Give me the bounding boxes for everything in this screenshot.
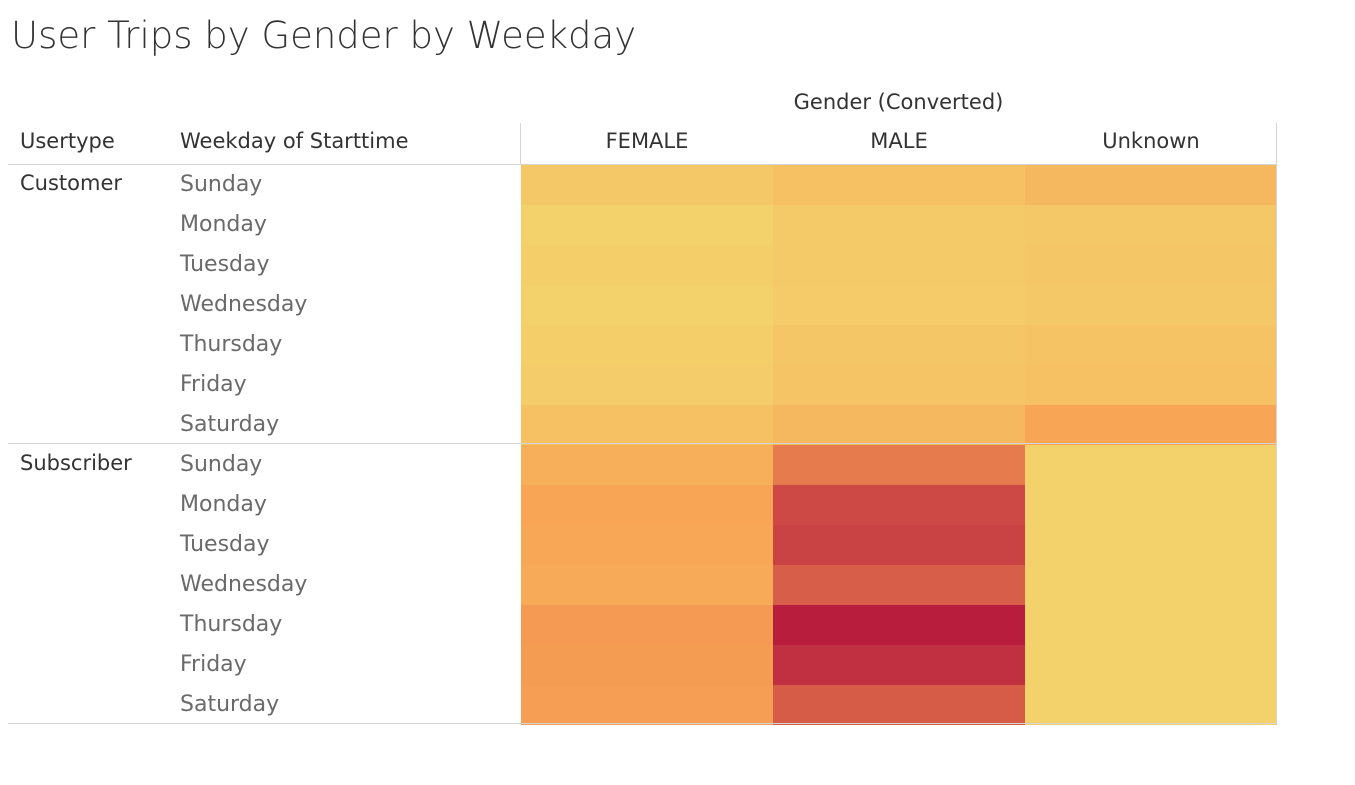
heatmap-cell-customer-wednesday-unknown[interactable]	[1025, 285, 1277, 325]
heatmap-cell-customer-saturday-female[interactable]	[521, 405, 773, 445]
heatmap-cell-subscriber-saturday-female[interactable]	[521, 685, 773, 725]
heatmap-cell-customer-monday-male[interactable]	[773, 205, 1025, 245]
group-divider	[8, 443, 1277, 444]
weekday-label-customer-sunday: Sunday	[180, 172, 263, 197]
heatmap-cell-subscriber-sunday-unknown[interactable]	[1025, 445, 1277, 485]
heatmap-cell-subscriber-tuesday-female[interactable]	[521, 525, 773, 565]
heatmap-cell-customer-sunday-unknown[interactable]	[1025, 165, 1277, 205]
heatmap-cell-subscriber-thursday-male[interactable]	[773, 605, 1025, 645]
weekday-label-subscriber-monday: Monday	[180, 492, 267, 517]
column-group-label: Gender (Converted)	[793, 90, 1004, 114]
heatmap-cell-subscriber-friday-female[interactable]	[521, 645, 773, 685]
heatmap-cell-customer-thursday-unknown[interactable]	[1025, 325, 1277, 365]
heatmap-cell-subscriber-friday-unknown[interactable]	[1025, 645, 1277, 685]
heatmap-cell-customer-monday-unknown[interactable]	[1025, 205, 1277, 245]
weekday-label-customer-thursday: Thursday	[180, 332, 283, 357]
weekday-label-subscriber-tuesday: Tuesday	[180, 532, 270, 557]
heatmap-cell-subscriber-saturday-unknown[interactable]	[1025, 685, 1277, 725]
column-header-female: FEMALE	[605, 129, 689, 153]
row-header-usertype: Usertype	[20, 129, 115, 153]
weekday-label-customer-wednesday: Wednesday	[180, 292, 308, 317]
chart-title: User Trips by Gender by Weekday	[11, 14, 637, 57]
usertype-label-subscriber: Subscriber	[20, 451, 132, 475]
usertype-label-customer: Customer	[20, 171, 123, 195]
heatmap-cell-customer-wednesday-female[interactable]	[521, 285, 773, 325]
heatmap-cell-subscriber-monday-female[interactable]	[521, 485, 773, 525]
weekday-label-customer-saturday: Saturday	[180, 412, 280, 437]
header-right-divider	[1276, 123, 1277, 724]
heatmap-cell-customer-saturday-male[interactable]	[773, 405, 1025, 445]
weekday-label-customer-friday: Friday	[180, 372, 247, 397]
heatmap-cell-customer-monday-female[interactable]	[521, 205, 773, 245]
heatmap-cell-subscriber-monday-unknown[interactable]	[1025, 485, 1277, 525]
heatmap-cell-subscriber-wednesday-male[interactable]	[773, 565, 1025, 605]
table-bottom-divider	[8, 723, 1277, 724]
heatmap-cell-customer-friday-unknown[interactable]	[1025, 365, 1277, 405]
weekday-label-subscriber-saturday: Saturday	[180, 692, 280, 717]
header-bottom-divider	[8, 164, 1277, 165]
heatmap-cell-customer-tuesday-male[interactable]	[773, 245, 1025, 285]
heatmap-cell-subscriber-thursday-female[interactable]	[521, 605, 773, 645]
header-left-divider	[520, 123, 521, 164]
heatmap-cell-customer-friday-male[interactable]	[773, 365, 1025, 405]
weekday-label-subscriber-wednesday: Wednesday	[180, 572, 308, 597]
heatmap-cell-subscriber-thursday-unknown[interactable]	[1025, 605, 1277, 645]
column-header-male: MALE	[870, 129, 928, 153]
heatmap-cell-subscriber-sunday-male[interactable]	[773, 445, 1025, 485]
heatmap-cell-subscriber-sunday-female[interactable]	[521, 445, 773, 485]
heatmap-cell-customer-saturday-unknown[interactable]	[1025, 405, 1277, 445]
heatmap-cell-customer-thursday-female[interactable]	[521, 325, 773, 365]
weekday-label-subscriber-friday: Friday	[180, 652, 247, 677]
weekday-label-subscriber-sunday: Sunday	[180, 452, 263, 477]
weekday-label-customer-monday: Monday	[180, 212, 267, 237]
heatmap-cell-subscriber-friday-male[interactable]	[773, 645, 1025, 685]
heatmap-cell-subscriber-saturday-male[interactable]	[773, 685, 1025, 725]
heatmap-cell-customer-friday-female[interactable]	[521, 365, 773, 405]
heatmap-cell-customer-tuesday-unknown[interactable]	[1025, 245, 1277, 285]
heatmap-cell-subscriber-wednesday-female[interactable]	[521, 565, 773, 605]
heatmap-cell-customer-sunday-female[interactable]	[521, 165, 773, 205]
heatmap-cell-customer-thursday-male[interactable]	[773, 325, 1025, 365]
heatmap-cell-customer-sunday-male[interactable]	[773, 165, 1025, 205]
column-header-unknown: Unknown	[1102, 129, 1200, 153]
heatmap-cell-subscriber-wednesday-unknown[interactable]	[1025, 565, 1277, 605]
heatmap-cell-subscriber-tuesday-male[interactable]	[773, 525, 1025, 565]
weekday-label-subscriber-thursday: Thursday	[180, 612, 283, 637]
row-header-weekday: Weekday of Starttime	[180, 129, 409, 153]
heatmap-cell-customer-wednesday-male[interactable]	[773, 285, 1025, 325]
heatmap-cell-subscriber-tuesday-unknown[interactable]	[1025, 525, 1277, 565]
heatmap-cell-customer-tuesday-female[interactable]	[521, 245, 773, 285]
heatmap-cell-subscriber-monday-male[interactable]	[773, 485, 1025, 525]
weekday-label-customer-tuesday: Tuesday	[180, 252, 270, 277]
